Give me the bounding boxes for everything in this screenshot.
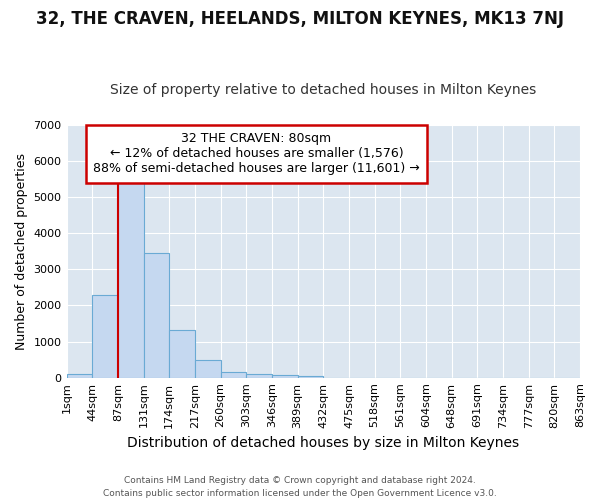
X-axis label: Distribution of detached houses by size in Milton Keynes: Distribution of detached houses by size … — [127, 436, 520, 450]
Bar — [195, 360, 221, 378]
Text: 32 THE CRAVEN: 80sqm
← 12% of detached houses are smaller (1,576)
88% of semi-de: 32 THE CRAVEN: 80sqm ← 12% of detached h… — [93, 132, 420, 175]
Bar — [298, 376, 323, 378]
Bar — [67, 374, 92, 378]
Text: 32, THE CRAVEN, HEELANDS, MILTON KEYNES, MK13 7NJ: 32, THE CRAVEN, HEELANDS, MILTON KEYNES,… — [36, 10, 564, 28]
Bar — [92, 294, 118, 378]
Bar — [169, 330, 195, 378]
Bar — [118, 179, 143, 378]
Bar — [143, 253, 169, 378]
Bar — [246, 374, 272, 378]
Bar — [272, 375, 298, 378]
Bar — [221, 372, 246, 378]
Y-axis label: Number of detached properties: Number of detached properties — [15, 152, 28, 350]
Text: Contains HM Land Registry data © Crown copyright and database right 2024.
Contai: Contains HM Land Registry data © Crown c… — [103, 476, 497, 498]
Title: Size of property relative to detached houses in Milton Keynes: Size of property relative to detached ho… — [110, 83, 536, 97]
